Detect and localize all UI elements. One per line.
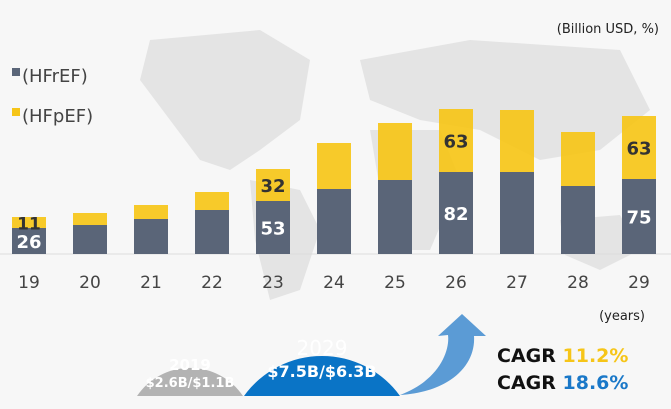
bar-hfref-25 [378, 180, 412, 254]
growth-arrow-icon [400, 314, 486, 395]
legend-swatch [12, 68, 20, 76]
data-label: 75 [626, 208, 651, 229]
start-year: 2019 [169, 356, 211, 374]
bar-hfpef-19 [12, 217, 46, 228]
bar-hfpef-22 [195, 192, 229, 210]
x-tick-label: 20 [79, 273, 101, 293]
bar-hfpef-23 [256, 169, 290, 201]
bar-hfref-23 [256, 201, 290, 254]
bar-hfref-22 [195, 210, 229, 254]
cagr-value: 11.2% [562, 345, 629, 367]
bar-hfref-28 [561, 186, 595, 254]
legend-label: (HFrEF) [22, 66, 88, 87]
bar-hfref-27 [500, 172, 534, 254]
data-label: 32 [260, 176, 285, 197]
bar-hfref-29 [622, 179, 656, 254]
x-tick-label: 25 [384, 273, 406, 293]
start-semicircle [137, 367, 243, 396]
legend-swatch [12, 108, 20, 116]
legend-item-hfpef: (HFpEF) [12, 106, 93, 127]
bar-hfpef-29 [622, 116, 656, 179]
bar-hfref-26 [439, 172, 473, 254]
data-label: 63 [626, 139, 651, 160]
bar-hfref-24 [317, 189, 351, 254]
cagr-label: CAGR [497, 345, 556, 367]
start-values: $2.6B/$1.1B [146, 376, 235, 391]
data-label: 26 [16, 232, 41, 253]
end-semicircle [244, 355, 400, 396]
cagr-hfpef: CAGR 18.6% [497, 372, 628, 394]
legend-label: (HFpEF) [22, 106, 94, 127]
cagr-value: 18.6% [562, 372, 629, 394]
data-label: 82 [443, 204, 468, 225]
x-tick-label: 21 [140, 273, 162, 293]
cagr-label: CAGR [497, 372, 556, 394]
x-tick-label: 27 [506, 273, 528, 293]
bar-hfpef-27 [500, 110, 534, 172]
bar-hfpef-21 [134, 205, 168, 219]
x-tick-label: 19 [18, 273, 40, 293]
bar-hfref-19 [12, 228, 46, 254]
cagr-hfref: CAGR 11.2% [497, 345, 628, 367]
x-tick-label: 26 [445, 273, 467, 293]
bar-hfref-21 [134, 219, 168, 254]
x-tick-label: 28 [567, 273, 589, 293]
bar-hfpef-20 [73, 213, 107, 225]
unit-label: (Billion USD, %) [556, 22, 659, 37]
x-tick-label: 29 [628, 273, 650, 293]
data-label: 53 [260, 219, 285, 240]
bar-hfpef-26 [439, 109, 473, 172]
legend-item-hfref: (HFrEF) [12, 66, 88, 87]
data-label: 63 [443, 132, 468, 153]
x-tick-label: 22 [201, 273, 223, 293]
bar-hfpef-24 [317, 143, 351, 189]
data-label: 11 [17, 215, 41, 235]
end-values: $7.5B/$6.3B [267, 362, 376, 381]
bar-hfpef-28 [561, 132, 595, 186]
bar-hfref-20 [73, 225, 107, 254]
end-year: 2029 [297, 336, 348, 360]
x-tick-label: 24 [323, 273, 345, 293]
bar-hfpef-25 [378, 123, 412, 180]
x-axis-label: (years) [599, 309, 645, 324]
x-tick-label: 23 [262, 273, 284, 293]
